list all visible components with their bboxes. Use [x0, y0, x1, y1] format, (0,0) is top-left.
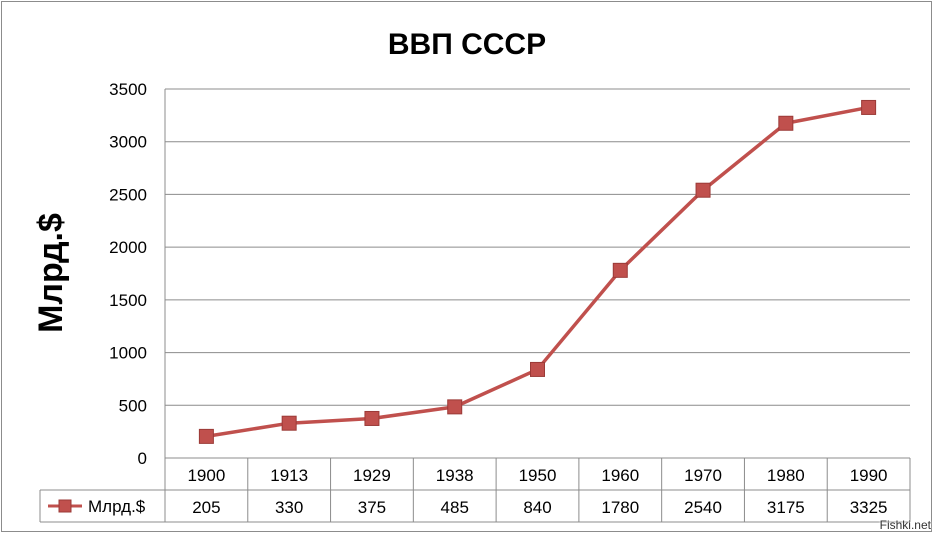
- data-point-marker: [861, 99, 877, 115]
- x-category-label: 1929: [353, 466, 391, 485]
- legend-marker: [58, 499, 72, 513]
- y-tick-label: 0: [138, 449, 147, 468]
- table-value: 840: [523, 498, 551, 517]
- y-tick-label: 500: [119, 396, 147, 415]
- x-category-label: 1970: [684, 466, 722, 485]
- table-value: 3175: [767, 498, 805, 517]
- data-point-marker: [364, 410, 380, 426]
- series-line: [206, 105, 869, 439]
- y-tick-label: 2000: [109, 238, 147, 257]
- y-axis-label: Млрд.$: [32, 213, 70, 333]
- table-value: 1780: [601, 498, 639, 517]
- y-tick-label: 2500: [109, 185, 147, 204]
- y-tick-label: 3000: [109, 133, 147, 152]
- table-value: 3325: [850, 498, 888, 517]
- x-category-label: 1960: [601, 466, 639, 485]
- data-point-marker: [281, 415, 297, 431]
- gridlines: 0 500 1000 1500 2000 2500 3000 3500: [109, 80, 910, 522]
- y-tick-label: 1000: [109, 344, 147, 363]
- data-point-marker: [447, 399, 463, 415]
- table-value: 330: [275, 498, 303, 517]
- data-point-marker: [695, 182, 711, 198]
- x-category-label: 1990: [850, 466, 888, 485]
- y-tick-label: 1500: [109, 291, 147, 310]
- x-category-label: 1938: [436, 466, 474, 485]
- x-category-label: 1980: [767, 466, 805, 485]
- x-category-label: 1900: [187, 466, 225, 485]
- table-value: 485: [441, 498, 469, 517]
- data-point-marker: [198, 428, 214, 444]
- table-value: 205: [192, 498, 220, 517]
- chart-title: ВВП СССР: [388, 28, 546, 61]
- data-point-marker: [612, 262, 628, 278]
- data-point-marker: [530, 361, 545, 377]
- data-point-marker: [778, 115, 794, 131]
- legend-series-name: Млрд.$: [88, 497, 146, 516]
- table-value: 2540: [684, 498, 722, 517]
- data-table: 1900 1913 1929 1938 1950 1960 1970 1980 1990 Млрд…: [39, 457, 911, 523]
- x-category-label: 1913: [270, 466, 308, 485]
- watermark: Fishki.net: [879, 518, 931, 532]
- series-layer: [198, 99, 877, 444]
- table-value: 375: [358, 498, 386, 517]
- y-tick-label: 3500: [109, 80, 147, 99]
- x-category-label: 1950: [519, 466, 557, 485]
